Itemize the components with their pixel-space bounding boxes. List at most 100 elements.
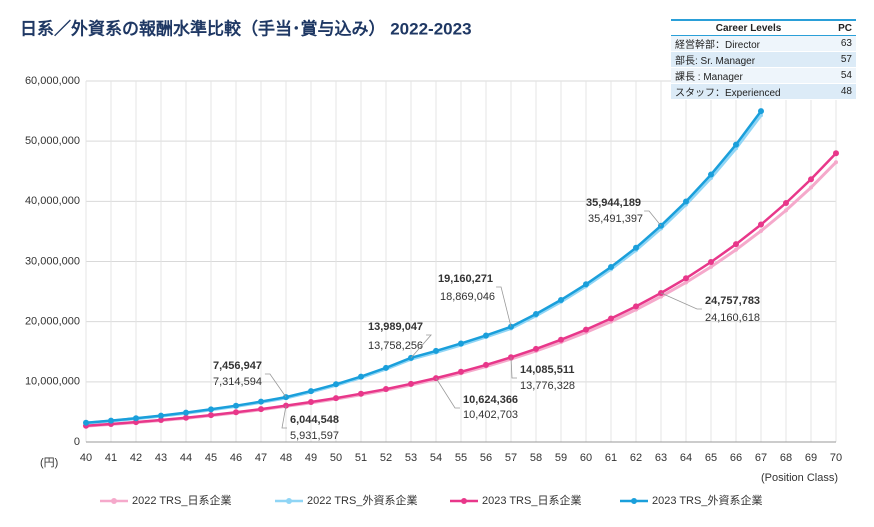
x-tick-label: 59: [555, 452, 567, 464]
data-point: [333, 381, 339, 388]
levels-table: Career Levels PC 経営幹部：Director 63 部長: Sr. Ma…: [671, 19, 856, 100]
data-point: [758, 108, 764, 115]
data-label: 10,402,703: [463, 409, 518, 421]
data-point: [758, 221, 764, 228]
data-point: [483, 361, 489, 368]
x-tick-label: 40: [80, 452, 92, 464]
data-point: [709, 264, 713, 269]
data-point: [808, 176, 814, 183]
data-label: 13,758,256: [368, 340, 423, 352]
x-tick-label: 60: [580, 452, 592, 464]
data-point: [208, 406, 214, 413]
x-tick-label: 68: [780, 452, 792, 464]
data-point: [834, 160, 838, 165]
legend-marker: [631, 498, 637, 504]
x-tick-label: 64: [680, 452, 692, 464]
table-row: 経営幹部：Director 63: [671, 35, 856, 52]
series-line: [85, 110, 763, 424]
data-point: [183, 409, 189, 416]
data-point: [158, 412, 164, 419]
table-header-cell: Career Levels: [671, 19, 827, 36]
y-tick-label: 20,000,000: [25, 316, 80, 328]
table-cell: 部長: Sr. Manager: [671, 51, 827, 68]
x-tick-label: 45: [205, 452, 217, 464]
legend-marker: [111, 498, 117, 504]
legend-label: 2022 TRS_外資系企業: [307, 493, 417, 507]
leader-line: [410, 334, 432, 359]
table-row: 課長 : Manager 54: [671, 67, 856, 84]
data-point: [383, 364, 389, 371]
leader-line: [281, 405, 287, 429]
x-tick-label: 53: [405, 452, 417, 464]
data-label: 35,944,189: [586, 197, 641, 209]
data-point: [783, 200, 789, 207]
data-point: [833, 150, 839, 157]
data-point: [83, 419, 89, 426]
data-point: [734, 247, 738, 252]
data-point: [683, 275, 689, 282]
x-tick-label: 48: [280, 452, 292, 464]
x-tick-label: 50: [330, 452, 342, 464]
x-tick-label: 55: [455, 452, 467, 464]
table-row: 部長: Sr. Manager 57: [671, 51, 856, 68]
legend-label: 2022 TRS_日系企業: [132, 493, 231, 507]
data-point: [383, 386, 389, 393]
data-point: [608, 263, 614, 270]
x-tick-label: 46: [230, 452, 242, 464]
data-label: 7,314,594: [213, 376, 262, 388]
legend-label: 2023 TRS_外資系企業: [652, 493, 762, 507]
data-label: 13,989,047: [368, 321, 423, 333]
data-point: [183, 414, 189, 421]
y-tick-label: 30,000,000: [25, 255, 80, 267]
legend-label: 2023 TRS_日系企業: [482, 493, 581, 507]
data-point: [433, 347, 439, 354]
data-label: 14,085,511: [520, 364, 574, 376]
leader-line: [644, 210, 662, 226]
data-point: [784, 208, 788, 213]
data-point: [608, 315, 614, 322]
data-point: [759, 228, 763, 233]
x-tick-label: 44: [180, 452, 192, 464]
data-point: [583, 281, 589, 288]
data-point: [558, 336, 564, 343]
data-point: [458, 368, 464, 375]
data-label: 24,757,783: [705, 295, 760, 307]
x-tick-label: 67: [755, 452, 767, 464]
data-point: [583, 326, 589, 333]
leader-line: [435, 377, 460, 409]
y-tick-label: 40,000,000: [25, 195, 80, 207]
data-label: 18,869,046: [440, 291, 495, 303]
x-tick-label: 47: [255, 452, 267, 464]
data-label: 6,044,548: [290, 414, 339, 426]
x-tick-label: 54: [430, 452, 442, 464]
table-cell: 63: [826, 35, 856, 52]
data-point: [258, 398, 264, 405]
x-tick-label: 57: [505, 452, 517, 464]
y-tick-label: 60,000,000: [25, 75, 80, 87]
x-axis-label: (Position Class): [761, 472, 838, 484]
data-label: 10,624,366: [463, 394, 518, 406]
data-point: [708, 171, 714, 178]
data-point: [408, 380, 414, 387]
data-point: [133, 415, 139, 422]
data-point: [733, 241, 739, 248]
data-label: 19,160,271: [438, 273, 493, 285]
table-cell: スタッフ：Experienced: [671, 83, 827, 100]
data-label: 5,931,597: [290, 430, 339, 442]
data-point: [684, 280, 688, 285]
series-line: [85, 114, 763, 425]
data-label: 24,160,618: [705, 312, 760, 324]
x-tick-label: 65: [705, 452, 717, 464]
leader-line: [496, 286, 512, 327]
table-header-cell: PC: [826, 19, 856, 36]
table-cell: 課長 : Manager: [671, 67, 827, 84]
leader-line: [510, 357, 517, 379]
x-tick-label: 56: [480, 452, 492, 464]
legend-marker: [286, 498, 292, 504]
legend-marker: [461, 498, 467, 504]
table-cell: 57: [826, 51, 856, 68]
data-point: [233, 402, 239, 409]
leader-line: [264, 373, 287, 398]
